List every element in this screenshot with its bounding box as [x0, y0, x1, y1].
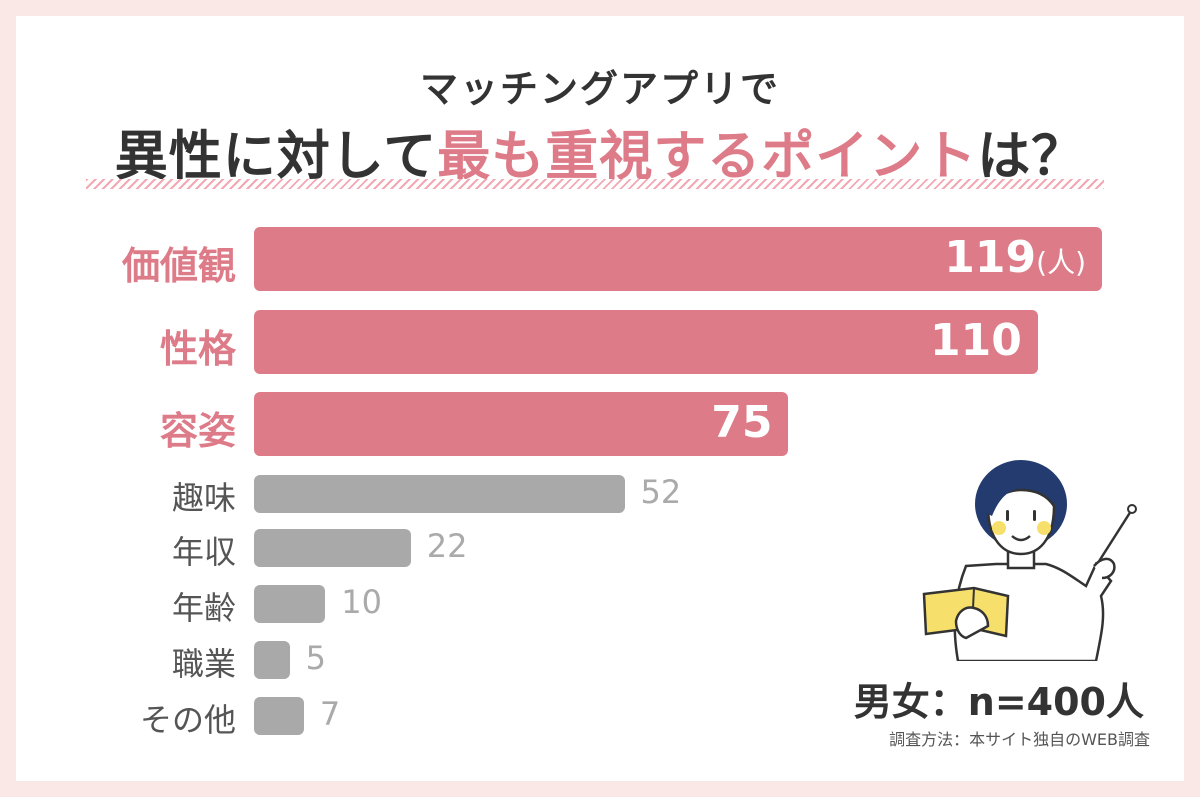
bar-0 — [254, 227, 1102, 291]
category-label-3: 趣味 — [171, 479, 236, 517]
category-label-1: 性格 — [159, 327, 236, 371]
bar-6 — [254, 641, 290, 679]
value-label-3: 52 — [640, 473, 682, 511]
value-label-2: 75 — [711, 397, 773, 448]
category-label-2: 容姿 — [159, 409, 236, 453]
survey-method: 調査方法：本サイト独自のWEB調査 — [889, 730, 1150, 749]
teacher-with-book-and-pointer-icon — [922, 460, 1137, 661]
value-label-7: 7 — [319, 695, 341, 733]
value-label-6: 5 — [305, 639, 326, 677]
bar-5 — [254, 585, 326, 623]
chart-subtitle: マッチングアプリで — [419, 67, 780, 111]
bar-7 — [254, 697, 304, 735]
infographic-card: マッチングアプリで 異性に対して最も重視するポイントは？ 価値観 119(人) 性格… — [16, 16, 1184, 781]
value-label-5: 10 — [341, 583, 382, 621]
category-label-5: 年齢 — [171, 589, 236, 627]
category-label-7: その他 — [139, 701, 236, 739]
bar-chart: 価値観 119(人) 性格 110 容姿 75 趣味 52 年収 22 年齢 10 職業 5 その他 7 — [16, 16, 1184, 781]
category-label-6: 職業 — [171, 645, 236, 683]
title-suffix: は？ — [977, 126, 1086, 187]
bar-4 — [254, 529, 411, 567]
category-label-4: 年収 — [171, 533, 236, 571]
chart-title: 異性に対して最も重視するポイントは？ — [16, 114, 1184, 190]
bar-1 — [254, 310, 1038, 374]
category-label-0: 価値観 — [121, 244, 236, 288]
hatched-divider — [86, 179, 1104, 189]
sample-size: 男女：n=400人 — [853, 680, 1144, 724]
bar-2 — [254, 392, 789, 456]
value-label-1: 110 — [930, 315, 1022, 366]
bar-3 — [254, 475, 625, 513]
title-prefix: 異性に対して — [114, 126, 438, 187]
title-highlight: 最も重視するポイント — [437, 126, 978, 187]
value-label-4: 22 — [426, 527, 468, 565]
value-label-0: 119(人) — [944, 232, 1086, 283]
unit-label: (人) — [1036, 246, 1086, 279]
